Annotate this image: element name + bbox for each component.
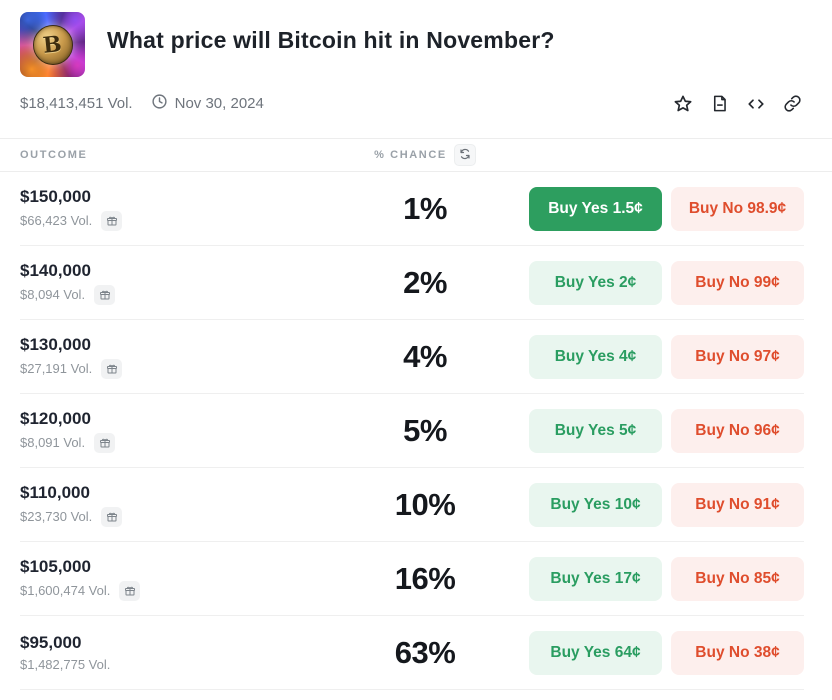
chance-value: 10% xyxy=(394,486,456,522)
outcome-name: $95,000 xyxy=(20,633,82,652)
refresh-icon xyxy=(459,148,471,163)
refresh-button[interactable] xyxy=(453,144,476,166)
outcome-cell: $150,000 $66,423 Vol. xyxy=(20,187,350,231)
buy-yes-button[interactable]: Buy Yes 5¢ xyxy=(529,408,662,453)
bitcoin-coin-icon: B xyxy=(32,24,73,65)
outcome-row[interactable]: $95,000 $1,482,775 Vol. 63% Buy Yes 64¢ … xyxy=(20,616,804,690)
end-date: Nov 30, 2024 xyxy=(174,95,264,112)
embed-button[interactable] xyxy=(746,95,766,113)
outcome-volume: $1,482,775 Vol. xyxy=(20,657,111,672)
outcome-cell: $140,000 $8,094 Vol. xyxy=(20,261,350,305)
gift-icon[interactable] xyxy=(101,358,123,379)
outcome-cell: $110,000 $23,730 Vol. xyxy=(20,483,350,527)
outcome-name: $110,000 xyxy=(20,482,90,502)
chance-value: 5% xyxy=(403,412,447,448)
buy-no-button[interactable]: Buy No 91¢ xyxy=(671,482,804,527)
outcome-list: $150,000 $66,423 Vol. 1% Buy Yes 1.5¢ Bu… xyxy=(0,172,832,690)
link-icon xyxy=(783,94,802,113)
gift-icon[interactable] xyxy=(94,284,116,305)
gift-icon[interactable] xyxy=(119,580,141,601)
market-header: B What price will Bitcoin hit in Novembe… xyxy=(0,0,832,77)
outcome-cell: $105,000 $1,600,474 Vol. xyxy=(20,557,350,601)
star-icon xyxy=(673,94,693,114)
buy-yes-button[interactable]: Buy Yes 64¢ xyxy=(529,630,662,675)
copy-link-button[interactable] xyxy=(783,94,802,113)
document-icon xyxy=(710,94,729,113)
buy-yes-button[interactable]: Buy Yes 17¢ xyxy=(529,556,662,601)
outcome-volume-group: $27,191 Vol. xyxy=(20,358,350,379)
outcome-row[interactable]: $140,000 $8,094 Vol. 2% Buy Yes 2¢ Buy N… xyxy=(20,246,804,320)
outcome-cell: $95,000 $1,482,775 Vol. xyxy=(20,633,350,672)
chance-value: 63% xyxy=(394,634,456,670)
outcome-volume: $66,423 Vol. xyxy=(20,213,93,228)
outcome-row[interactable]: $110,000 $23,730 Vol. 10% Buy Yes 10¢ Bu… xyxy=(20,468,804,542)
trade-buttons: Buy Yes 10¢ Buy No 91¢ xyxy=(529,482,804,527)
table-header: OUTCOME % CHANCE xyxy=(0,138,832,172)
outcome-volume: $8,091 Vol. xyxy=(20,435,86,450)
trade-buttons: Buy Yes 5¢ Buy No 96¢ xyxy=(529,408,804,453)
outcome-name: $150,000 xyxy=(20,186,91,206)
trade-buttons: Buy Yes 17¢ Buy No 85¢ xyxy=(529,556,804,601)
buy-no-button[interactable]: Buy No 99¢ xyxy=(671,260,804,305)
outcome-volume: $23,730 Vol. xyxy=(20,509,93,524)
gift-icon[interactable] xyxy=(94,432,116,453)
clock-icon xyxy=(151,93,168,114)
gift-icon[interactable] xyxy=(101,506,123,527)
outcome-volume-group: $1,600,474 Vol. xyxy=(20,580,350,601)
buy-no-button[interactable]: Buy No 97¢ xyxy=(671,334,804,379)
trade-buttons: Buy Yes 2¢ Buy No 99¢ xyxy=(529,260,804,305)
outcome-volume: $1,600,474 Vol. xyxy=(20,583,111,598)
outcome-volume-group: $8,091 Vol. xyxy=(20,432,350,453)
page-title: What price will Bitcoin hit in November? xyxy=(107,27,555,53)
outcome-name: $130,000 xyxy=(20,334,91,354)
bookmark-button[interactable] xyxy=(673,94,693,114)
outcome-row[interactable]: $150,000 $66,423 Vol. 1% Buy Yes 1.5¢ Bu… xyxy=(20,172,804,246)
bitcoin-symbol: B xyxy=(41,30,64,59)
gift-icon[interactable] xyxy=(101,210,123,231)
outcome-name: $120,000 xyxy=(20,408,91,428)
buy-yes-button[interactable]: Buy Yes 10¢ xyxy=(529,482,662,527)
market-image: B xyxy=(20,12,85,77)
outcome-cell: $120,000 $8,091 Vol. xyxy=(20,409,350,453)
chance-value: 4% xyxy=(403,338,447,374)
chance-column-header-group: % CHANCE xyxy=(350,144,500,166)
code-icon xyxy=(746,95,766,113)
outcome-cell: $130,000 $27,191 Vol. xyxy=(20,335,350,379)
outcome-name: $105,000 xyxy=(20,556,91,576)
end-date-group: Nov 30, 2024 xyxy=(151,93,264,114)
buy-no-button[interactable]: Buy No 85¢ xyxy=(671,556,804,601)
chance-value: 2% xyxy=(403,264,447,300)
market-actions xyxy=(673,94,802,114)
outcome-name: $140,000 xyxy=(20,260,91,280)
outcome-volume: $27,191 Vol. xyxy=(20,361,93,376)
total-volume: $18,413,451 Vol. xyxy=(20,95,133,112)
outcome-volume-group: $1,482,775 Vol. xyxy=(20,657,350,672)
outcome-volume: $8,094 Vol. xyxy=(20,287,86,302)
buy-no-button[interactable]: Buy No 38¢ xyxy=(671,630,804,675)
buy-no-button[interactable]: Buy No 98.9¢ xyxy=(671,186,804,231)
outcome-volume-group: $23,730 Vol. xyxy=(20,506,350,527)
outcome-volume-group: $8,094 Vol. xyxy=(20,284,350,305)
buy-yes-button[interactable]: Buy Yes 1.5¢ xyxy=(529,186,662,231)
buy-no-button[interactable]: Buy No 96¢ xyxy=(671,408,804,453)
rules-button[interactable] xyxy=(710,94,729,113)
market-meta: $18,413,451 Vol. Nov 30, 2024 xyxy=(0,93,832,114)
outcome-row[interactable]: $130,000 $27,191 Vol. 4% Buy Yes 4¢ Buy … xyxy=(20,320,804,394)
trade-buttons: Buy Yes 1.5¢ Buy No 98.9¢ xyxy=(529,186,804,231)
outcome-row[interactable]: $105,000 $1,600,474 Vol. 16% Buy Yes 17¢… xyxy=(20,542,804,616)
meta-stats: $18,413,451 Vol. Nov 30, 2024 xyxy=(20,93,264,114)
buy-yes-button[interactable]: Buy Yes 4¢ xyxy=(529,334,662,379)
trade-buttons: Buy Yes 4¢ Buy No 97¢ xyxy=(529,334,804,379)
outcome-column-header: OUTCOME xyxy=(20,149,88,161)
chance-value: 16% xyxy=(394,560,456,596)
buy-yes-button[interactable]: Buy Yes 2¢ xyxy=(529,260,662,305)
chance-column-header: % CHANCE xyxy=(374,149,447,161)
outcome-volume-group: $66,423 Vol. xyxy=(20,210,350,231)
trade-buttons: Buy Yes 64¢ Buy No 38¢ xyxy=(529,630,804,675)
chance-value: 1% xyxy=(403,190,447,226)
outcome-row[interactable]: $120,000 $8,091 Vol. 5% Buy Yes 5¢ Buy N… xyxy=(20,394,804,468)
